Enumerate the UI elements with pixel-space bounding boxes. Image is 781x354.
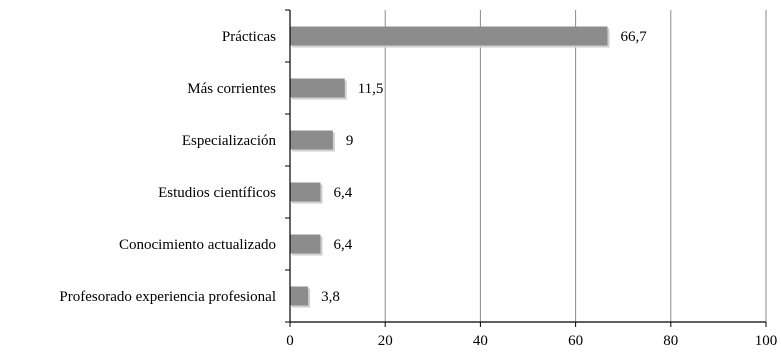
category-label: Prácticas [222,29,276,45]
category-label: Estudios científicos [158,185,276,201]
bar-3 [290,130,333,150]
labels-group: Prácticas 66,7 Más corrientes 11,5 Especiali… [59,29,777,349]
category-label: Conocimiento actualizado [119,237,276,253]
category-label: Más corrientes [187,81,276,97]
axes-group [285,9,767,327]
bar-2 [290,78,345,98]
bar-1 [290,26,608,46]
category-label: Profesorado experiencia profesional [59,289,276,305]
value-label: 9 [346,133,354,149]
value-label: 66,7 [620,29,647,45]
bar-4 [290,182,321,202]
x-tick-label: 100 [755,333,778,349]
x-tick-label: 80 [663,333,678,349]
value-label: 6,4 [333,185,352,201]
bar-5 [290,234,321,254]
x-tick-label: 60 [568,333,583,349]
value-label: 6,4 [333,237,352,253]
x-tick-label: 0 [286,333,294,349]
gridlines [384,10,767,322]
value-label: 11,5 [358,81,384,97]
x-tick-label: 40 [473,333,488,349]
bar-6 [290,286,309,306]
category-label: Especialización [182,133,277,149]
bars-group [290,26,610,308]
x-tick-label: 20 [378,333,393,349]
value-label: 3,8 [321,289,340,305]
